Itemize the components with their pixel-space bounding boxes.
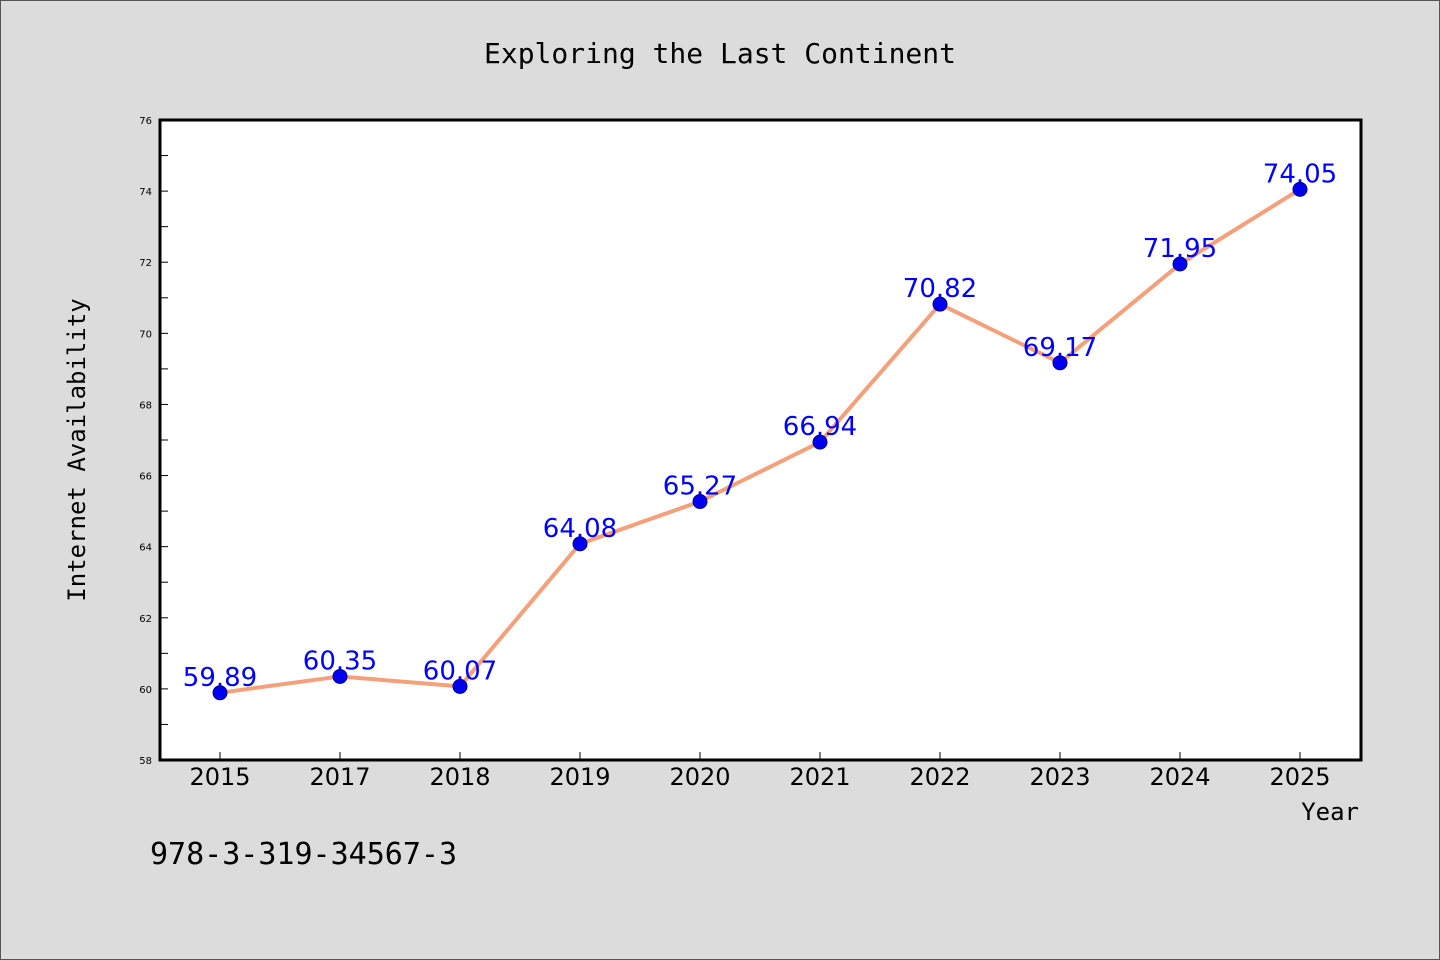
x-axis: 2015 2017 2018 2019 2020 2021 2022 2023 2024 2025 <box>189 752 1331 791</box>
x-tick-label: 2018 <box>429 763 490 791</box>
series-group <box>212 181 1308 701</box>
data-point <box>332 668 348 684</box>
x-tick-label: 2015 <box>189 763 250 791</box>
data-point <box>692 494 708 510</box>
x-tick-label: 2021 <box>789 763 850 791</box>
y-tick-label: 66 <box>139 472 152 483</box>
data-label: 60.35 <box>303 646 377 676</box>
data-labels: 59.89 60.35 60.07 64.08 65.27 66.94 70.82 69.17… <box>183 159 1337 692</box>
x-tick-label: 2022 <box>909 763 970 791</box>
y-tick-label: 74 <box>139 187 152 198</box>
data-point <box>1172 256 1188 272</box>
y-tick-label: 76 <box>139 116 152 127</box>
data-point <box>572 536 588 552</box>
data-point <box>1052 355 1068 371</box>
data-label: 69.17 <box>1023 333 1097 363</box>
y-tick-label: 58 <box>139 756 152 767</box>
y-tick-label: 64 <box>139 543 152 554</box>
data-point <box>1292 181 1308 197</box>
y-axis-label: Internet Availability <box>63 298 91 601</box>
x-tick-label: 2020 <box>669 763 730 791</box>
x-tick-label: 2019 <box>549 763 610 791</box>
x-tick-label: 2025 <box>1269 763 1330 791</box>
y-tick-label: 68 <box>139 400 152 411</box>
x-tick-label: 2023 <box>1029 763 1090 791</box>
data-label: 60.07 <box>423 656 497 686</box>
data-label: 65.27 <box>663 472 737 502</box>
isbn-text: 978-3-319-34567-3 <box>150 837 457 872</box>
plot-area <box>158 118 1363 762</box>
data-label: 71.95 <box>1143 234 1217 264</box>
y-tick-label: 72 <box>139 258 152 269</box>
y-tick-label: 62 <box>139 614 152 625</box>
series-line <box>219 187 1302 695</box>
data-point <box>452 678 468 694</box>
data-label: 66.94 <box>783 412 857 442</box>
data-point <box>212 685 228 701</box>
y-axis: 58 60 62 64 66 68 70 72 74 76 <box>139 116 168 767</box>
data-label: 59.89 <box>183 663 257 693</box>
chart-title: Exploring the Last Continent <box>484 37 956 70</box>
data-point <box>812 434 828 450</box>
x-tick-label: 2017 <box>309 763 370 791</box>
y-tick-label: 70 <box>139 329 152 340</box>
data-label: 64.08 <box>543 514 617 544</box>
data-label: 74.05 <box>1263 159 1337 189</box>
x-axis-label: Year <box>1301 798 1359 826</box>
data-label: 70.82 <box>903 274 977 304</box>
data-point <box>932 296 948 312</box>
x-tick-label: 2024 <box>1149 763 1210 791</box>
y-tick-label: 60 <box>139 685 152 696</box>
